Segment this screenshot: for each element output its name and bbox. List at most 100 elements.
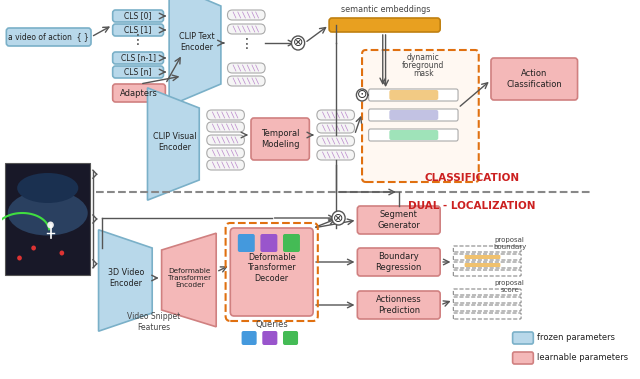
FancyBboxPatch shape — [317, 150, 355, 160]
Text: ⋮: ⋮ — [239, 37, 253, 51]
FancyBboxPatch shape — [283, 234, 300, 252]
FancyBboxPatch shape — [453, 305, 521, 311]
Text: CLS [0]: CLS [0] — [124, 11, 152, 20]
FancyBboxPatch shape — [251, 118, 309, 160]
FancyBboxPatch shape — [369, 129, 458, 141]
Text: Action
Classification: Action Classification — [506, 69, 562, 89]
FancyBboxPatch shape — [453, 246, 521, 252]
Text: score: score — [500, 287, 519, 293]
FancyBboxPatch shape — [453, 262, 521, 268]
FancyBboxPatch shape — [113, 84, 165, 102]
FancyBboxPatch shape — [369, 109, 458, 121]
Text: frozen parameters: frozen parameters — [537, 334, 615, 343]
FancyBboxPatch shape — [453, 297, 521, 303]
Text: ⋮: ⋮ — [131, 33, 145, 47]
FancyBboxPatch shape — [207, 135, 244, 145]
FancyBboxPatch shape — [260, 234, 277, 252]
FancyBboxPatch shape — [389, 90, 438, 100]
Text: Video Snippet
Features: Video Snippet Features — [127, 312, 180, 332]
FancyBboxPatch shape — [453, 289, 521, 295]
Ellipse shape — [8, 191, 88, 235]
FancyBboxPatch shape — [465, 263, 500, 267]
FancyBboxPatch shape — [207, 122, 244, 132]
Polygon shape — [169, 0, 221, 106]
FancyBboxPatch shape — [238, 234, 255, 252]
FancyBboxPatch shape — [113, 24, 163, 36]
Text: learnable parameters: learnable parameters — [537, 354, 628, 362]
Text: foreground: foreground — [402, 61, 444, 70]
Circle shape — [291, 36, 305, 50]
FancyBboxPatch shape — [113, 66, 163, 78]
Text: Deformable
Transformer
Decoder: Deformable Transformer Decoder — [248, 253, 296, 283]
Circle shape — [31, 246, 36, 251]
FancyBboxPatch shape — [362, 50, 479, 182]
Text: 3D Video
Encoder: 3D Video Encoder — [108, 268, 144, 288]
Text: proposal: proposal — [495, 280, 525, 286]
Polygon shape — [162, 233, 216, 327]
Text: Segment
Generator: Segment Generator — [378, 210, 420, 230]
FancyBboxPatch shape — [317, 136, 355, 146]
FancyBboxPatch shape — [317, 123, 355, 133]
Text: CLASSIFICATION: CLASSIFICATION — [424, 173, 520, 183]
Text: CLS [n-1]: CLS [n-1] — [120, 53, 156, 63]
Text: a video of action  { }: a video of action { } — [8, 33, 89, 41]
Circle shape — [47, 221, 54, 229]
FancyBboxPatch shape — [227, 10, 265, 20]
FancyBboxPatch shape — [5, 163, 90, 275]
FancyBboxPatch shape — [389, 130, 438, 140]
FancyBboxPatch shape — [113, 52, 163, 64]
Text: dynamic: dynamic — [407, 53, 440, 63]
FancyBboxPatch shape — [227, 63, 265, 73]
FancyBboxPatch shape — [453, 254, 521, 260]
FancyBboxPatch shape — [465, 255, 500, 259]
Circle shape — [60, 251, 64, 255]
Text: CLS [1]: CLS [1] — [124, 25, 152, 34]
FancyBboxPatch shape — [207, 160, 244, 170]
FancyBboxPatch shape — [207, 148, 244, 158]
Text: ⊗: ⊗ — [293, 36, 303, 50]
Text: Actionness
Prediction: Actionness Prediction — [376, 295, 422, 315]
FancyBboxPatch shape — [113, 10, 163, 22]
FancyBboxPatch shape — [491, 58, 577, 100]
FancyBboxPatch shape — [357, 206, 440, 234]
Text: CLIP Visual
Encoder: CLIP Visual Encoder — [153, 132, 196, 152]
Text: Queries: Queries — [255, 319, 288, 329]
FancyBboxPatch shape — [389, 110, 438, 120]
FancyBboxPatch shape — [513, 352, 533, 364]
Polygon shape — [147, 88, 199, 200]
FancyBboxPatch shape — [227, 24, 265, 34]
Text: ⊗: ⊗ — [333, 211, 344, 224]
Polygon shape — [99, 230, 152, 331]
Text: DUAL - LOCALIZATION: DUAL - LOCALIZATION — [408, 201, 536, 211]
FancyBboxPatch shape — [453, 313, 521, 319]
FancyBboxPatch shape — [357, 291, 440, 319]
Text: CLIP Text
Encoder: CLIP Text Encoder — [179, 32, 214, 52]
FancyBboxPatch shape — [241, 331, 257, 345]
Circle shape — [356, 89, 368, 101]
FancyBboxPatch shape — [207, 110, 244, 120]
Text: mask: mask — [413, 69, 433, 78]
Circle shape — [332, 211, 345, 225]
Text: semantic embeddings: semantic embeddings — [341, 6, 430, 14]
Text: Adapters: Adapters — [120, 89, 158, 97]
Circle shape — [17, 255, 22, 260]
FancyBboxPatch shape — [453, 270, 521, 276]
FancyBboxPatch shape — [6, 28, 91, 46]
FancyBboxPatch shape — [369, 89, 458, 101]
Text: ⊙: ⊙ — [356, 89, 367, 102]
FancyBboxPatch shape — [513, 332, 533, 344]
FancyBboxPatch shape — [230, 228, 313, 316]
Text: Temporal
Modeling: Temporal Modeling — [261, 129, 300, 149]
FancyBboxPatch shape — [262, 331, 277, 345]
FancyBboxPatch shape — [283, 331, 298, 345]
FancyBboxPatch shape — [317, 110, 355, 120]
Text: Boundary
Regression: Boundary Regression — [376, 252, 422, 272]
Ellipse shape — [17, 173, 78, 203]
Text: boundary: boundary — [493, 244, 527, 250]
Text: Deformable
Transformer
Encoder: Deformable Transformer Encoder — [168, 268, 211, 288]
Text: proposal: proposal — [495, 237, 525, 243]
FancyBboxPatch shape — [329, 18, 440, 32]
FancyBboxPatch shape — [227, 76, 265, 86]
FancyBboxPatch shape — [357, 248, 440, 276]
Text: CLS [n]: CLS [n] — [124, 67, 152, 77]
